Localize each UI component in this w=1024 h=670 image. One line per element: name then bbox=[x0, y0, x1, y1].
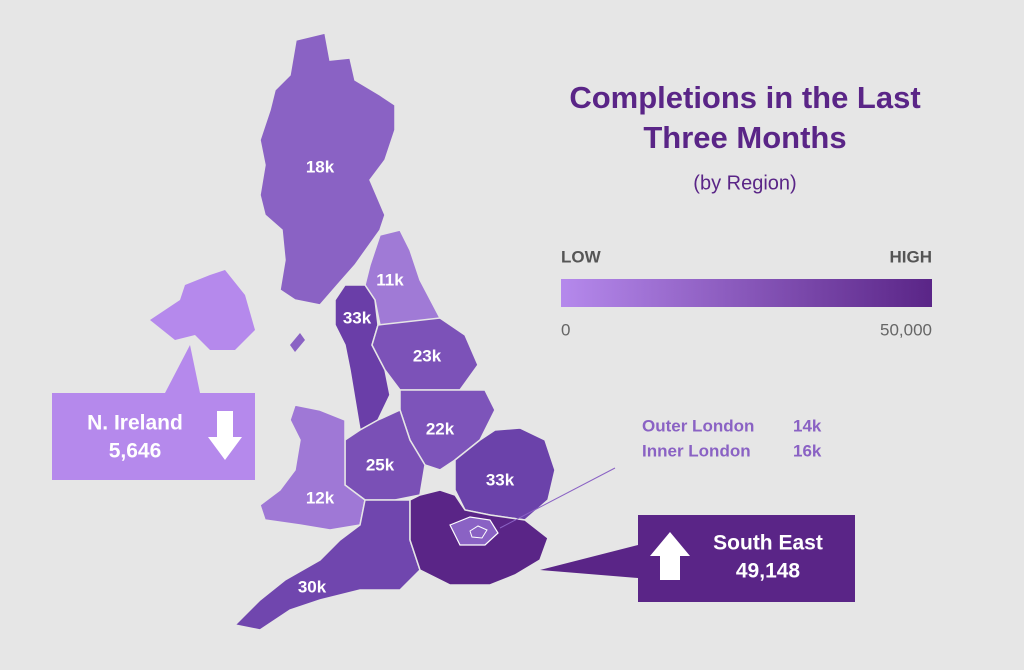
isle-of-man bbox=[290, 333, 305, 352]
region-wales bbox=[259, 404, 366, 531]
region-london bbox=[449, 516, 499, 546]
se-name: South East bbox=[713, 532, 823, 555]
region-inner-london bbox=[469, 525, 488, 539]
ni-name: N. Ireland bbox=[87, 412, 183, 435]
outer-london-label: Outer London bbox=[642, 416, 754, 435]
se-value: 49,148 bbox=[736, 560, 801, 583]
se-pointer bbox=[540, 545, 638, 578]
se-callout bbox=[540, 515, 855, 602]
region-scotland bbox=[259, 32, 396, 306]
region-northern-ireland bbox=[150, 270, 255, 350]
region-value: 33k bbox=[486, 470, 515, 489]
regions bbox=[233, 32, 556, 631]
legend-min: 0 bbox=[561, 320, 570, 339]
legend-max: 50,000 bbox=[880, 320, 932, 339]
subtitle: (by Region) bbox=[693, 172, 796, 194]
up-arrow bbox=[650, 532, 690, 580]
region-value: 23k bbox=[413, 346, 442, 365]
region-value: 11k bbox=[376, 270, 404, 289]
title-line: Three Months bbox=[643, 120, 846, 155]
down-arrow bbox=[208, 411, 242, 460]
region-value: 12k bbox=[306, 488, 335, 507]
inner-london-label: Inner London bbox=[642, 441, 751, 460]
region-value: 18k bbox=[306, 157, 335, 176]
region-value: 33k bbox=[343, 308, 372, 327]
title-line: Completions in the Last bbox=[569, 80, 920, 115]
region-value: 30k bbox=[298, 577, 327, 596]
london-leader bbox=[499, 467, 616, 529]
inner-london-value: 16k bbox=[793, 441, 822, 460]
legend-gradient bbox=[561, 279, 932, 307]
ni-pointer bbox=[165, 345, 200, 393]
ni-value: 5,646 bbox=[109, 440, 162, 463]
outer-london-value: 14k bbox=[793, 416, 822, 435]
region-value: 22k bbox=[426, 419, 455, 438]
region-value: 25k bbox=[366, 455, 395, 474]
region-east bbox=[454, 427, 556, 521]
legend-high: HIGH bbox=[890, 247, 933, 266]
legend-low: LOW bbox=[561, 247, 602, 266]
